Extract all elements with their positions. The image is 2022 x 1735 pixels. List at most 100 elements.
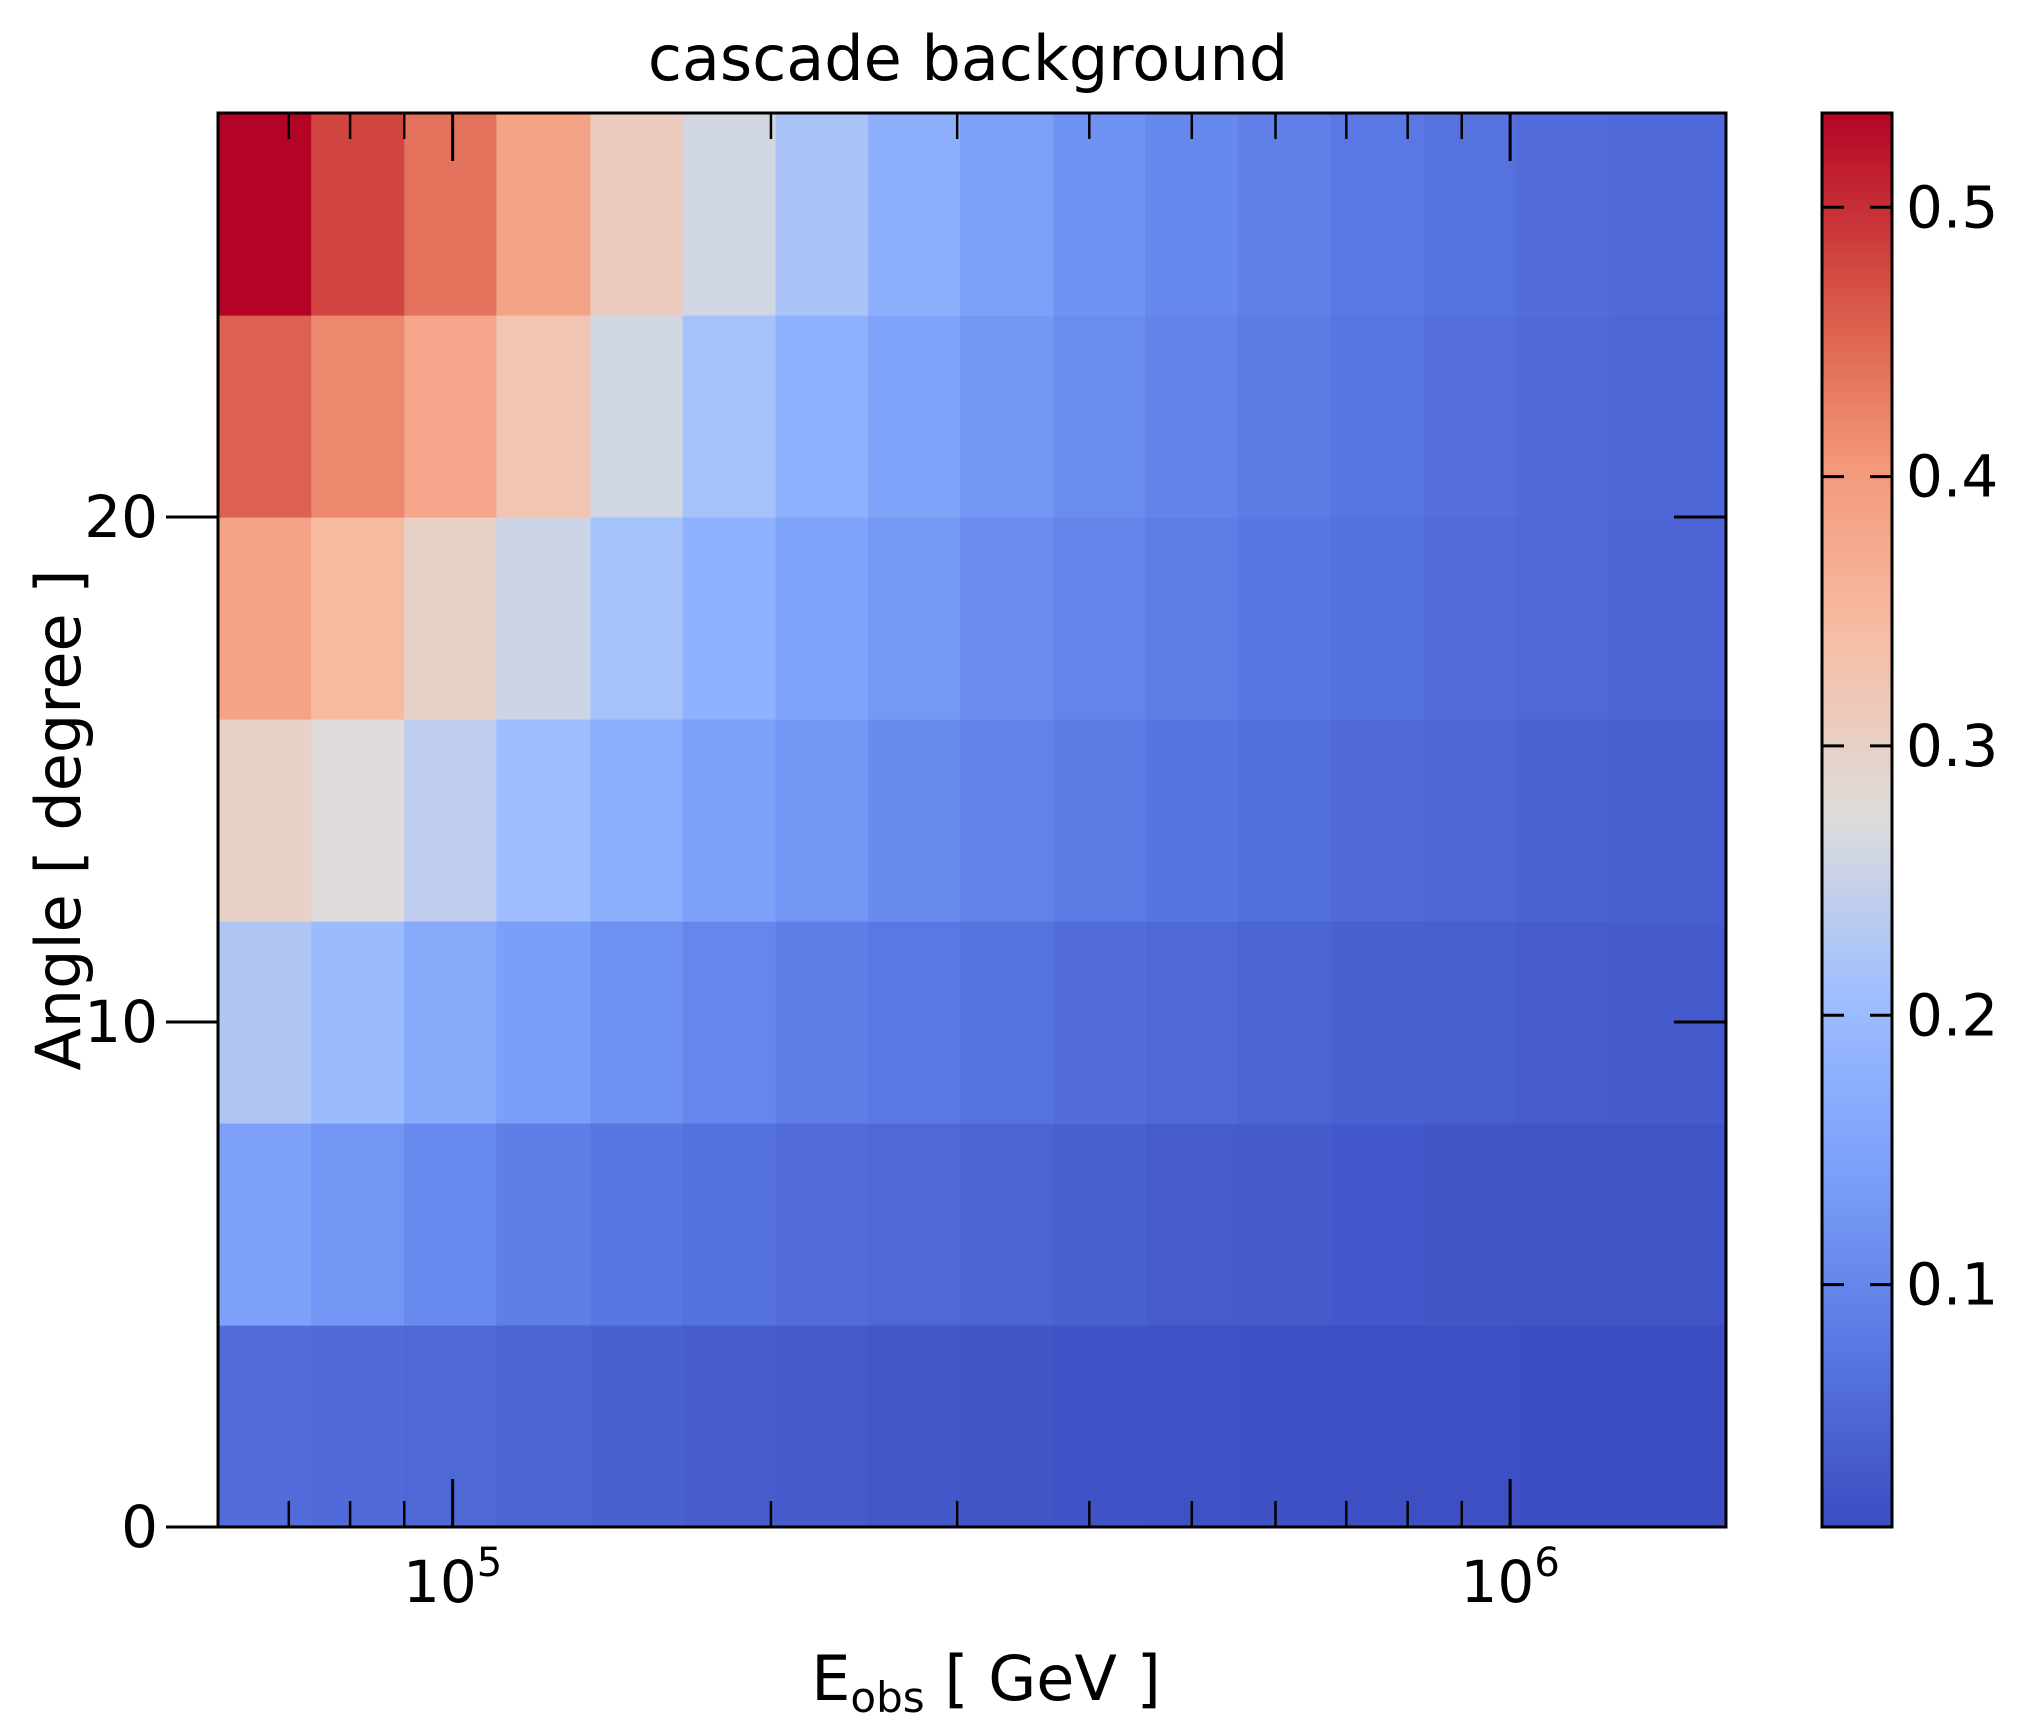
heatmap-cell [1238,517,1332,720]
heatmap-cell [1145,1123,1239,1326]
y-tick-label: 20 [84,483,158,551]
heatmap-cell [404,113,497,316]
heatmap-cell [590,517,684,720]
heatmap-cell [960,1325,1055,1528]
heatmap-cell [1608,315,1727,518]
heatmap-cell [311,1123,405,1326]
heatmap-cell [1516,921,1610,1124]
heatmap-cell [1423,719,1517,922]
heatmap-cell [218,1123,312,1326]
heatmap-cell [404,315,497,518]
heatmap-cell [775,315,869,518]
heatmap-cell [867,921,961,1124]
heatmap-cell [682,1123,777,1326]
heatmap-cell [1330,921,1425,1124]
heatmap-cell [775,921,869,1124]
heatmap-cell [1330,517,1425,720]
colorbar-tick-label: 0.5 [1906,173,1998,241]
heatmap-cell [1330,113,1425,316]
heatmap-cell [590,113,684,316]
heatmap-cell [682,1325,777,1528]
heatmap-cell [775,1123,869,1326]
heatmap-cell [867,113,961,316]
heatmap-cell [218,113,312,316]
heatmap-cell [404,1123,497,1326]
heatmap-cell [1053,315,1147,518]
heatmap-cell [1608,1123,1727,1326]
heatmap-cell [682,517,777,720]
heatmap-cell [867,1325,961,1528]
heatmap-cell [1608,517,1727,720]
heatmap-cell [867,517,961,720]
heatmap-cell [311,921,405,1124]
heatmap-cell [1145,1325,1239,1528]
heatmap-cell [1053,113,1147,316]
heatmap-cell [1608,113,1727,316]
heatmap-cell [1330,1123,1425,1326]
heatmap-cell [496,1123,592,1326]
heatmap-cell [775,517,869,720]
heatmap-cell [590,315,684,518]
heatmap-cell [960,315,1055,518]
heatmap-cell [590,921,684,1124]
colorbar-ticks: 0.1 0.2 0.3 0.4 0.5 [1822,173,1998,1319]
heatmap-cell [218,1325,312,1528]
heatmap-cell [1145,315,1239,518]
heatmap-cell [496,1325,592,1528]
heatmap-cell [590,1325,684,1528]
heatmap-cell [218,517,312,720]
heatmap-cell [1145,921,1239,1124]
heatmap-cell [1053,719,1147,922]
y-axis-ticks: 0 10 20 [84,483,1726,1561]
colorbar-tick-label: 0.3 [1906,712,1998,780]
heatmap-cell [960,1123,1055,1326]
heatmap-cell [1516,1123,1610,1326]
x-axis-ticks: 105 106 [287,113,1560,1616]
heatmap-cell [1238,315,1332,518]
chart-title: cascade background [648,22,1288,95]
heatmap-cell [960,921,1055,1124]
heatmap-cell [311,719,405,922]
heatmap-cell [311,517,405,720]
heatmap-cell [682,719,777,922]
heatmap-cell [775,113,869,316]
heatmap-cell [867,1123,961,1326]
colorbar [1820,111,1894,1529]
heatmap-cell [404,517,497,720]
heatmap-cell [1053,921,1147,1124]
heatmap-cell [1238,1123,1332,1326]
heatmap-cell [775,1325,869,1528]
heatmap-cell [218,921,312,1124]
heatmap-cell [1608,719,1727,922]
heatmap-cell [404,921,497,1124]
x-tick-label: 106 [1461,1540,1560,1616]
heatmap-cell [682,315,777,518]
heatmap-cell [1238,113,1332,316]
x-axis-label: Eobs [ GeV ] [811,1642,1161,1722]
plot-frame [216,111,1728,1529]
heatmap-cell [1053,1123,1147,1326]
y-tick-label: 0 [121,1493,158,1561]
heatmap-cell [1053,517,1147,720]
y-tick-label: 10 [84,988,158,1056]
x-axis-label-unit: [ GeV ] [925,1642,1161,1715]
heatmap-cell [1423,517,1517,720]
heatmap-cell [1238,921,1332,1124]
heatmap-cell [496,517,592,720]
x-tick-label: 105 [403,1540,502,1616]
x-tick-label-exponent: 5 [477,1540,502,1586]
heatmap-cell [682,113,777,316]
x-tick-label-exponent: 6 [1534,1540,1559,1586]
heatmap-cell [496,113,592,316]
colorbar-tick-label: 0.1 [1906,1251,1998,1319]
heatmap-cell [404,1325,497,1528]
heatmap-cell [960,719,1055,922]
heatmap-cell [867,315,961,518]
heatmap-cell [1238,1325,1332,1528]
heatmap-cell [590,719,684,922]
heatmap-cell [496,921,592,1124]
heatmap-cell [311,315,405,518]
heatmap-cell [682,921,777,1124]
heatmap-cell [1145,113,1239,316]
heatmap-cell [404,719,497,922]
